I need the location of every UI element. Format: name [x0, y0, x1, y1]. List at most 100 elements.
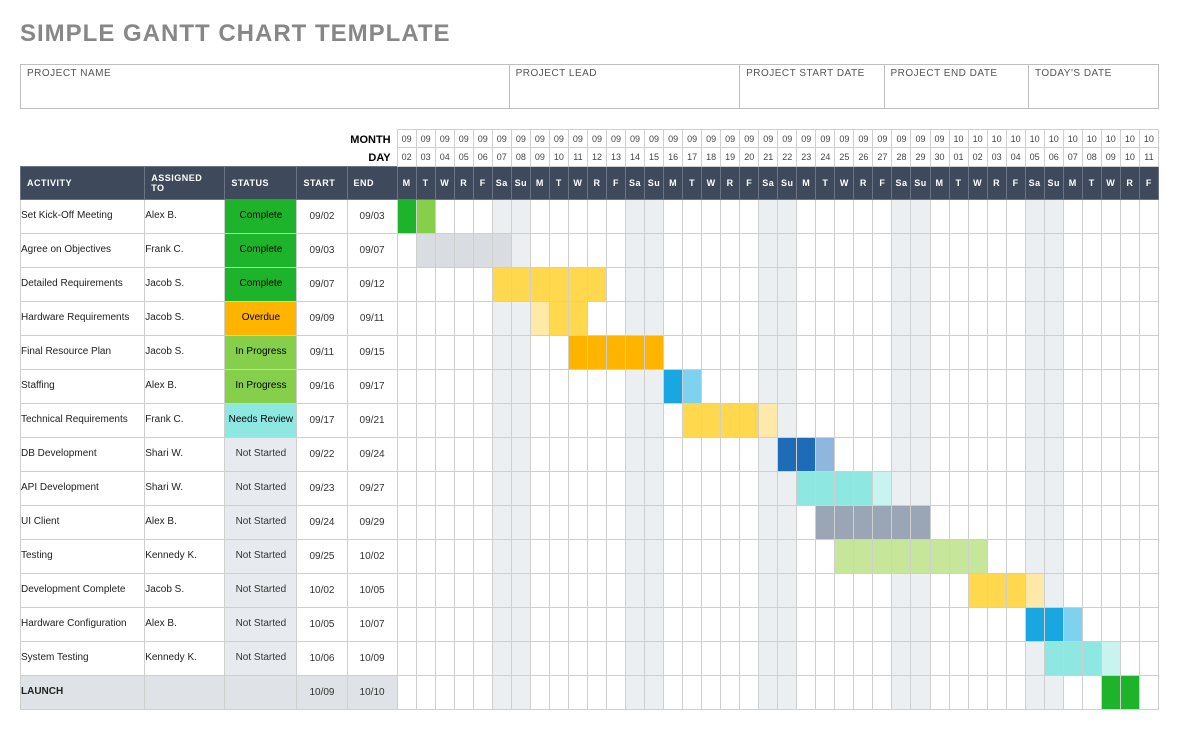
gantt-cell	[835, 471, 854, 505]
gantt-cell	[492, 301, 511, 335]
task-row: Hardware RequirementsJacob S.Overdue09/0…	[21, 301, 1159, 335]
gantt-cell	[740, 471, 759, 505]
gantt-cell	[987, 437, 1006, 471]
gantt-cell	[873, 641, 892, 675]
gantt-cell	[1082, 369, 1101, 403]
calendar-month-cell: 09	[873, 130, 892, 148]
gantt-cell	[454, 641, 473, 675]
calendar-day-cell: 05	[1025, 148, 1044, 167]
gantt-cell	[1101, 403, 1120, 437]
gantt-cell	[530, 199, 549, 233]
task-status: Not Started	[225, 607, 297, 641]
project-header-input[interactable]	[21, 82, 509, 108]
gantt-cell	[1082, 573, 1101, 607]
gantt-cell	[797, 539, 816, 573]
gantt-cell	[416, 335, 435, 369]
gantt-cell	[1139, 607, 1158, 641]
gantt-cell	[778, 233, 797, 267]
gantt-cell	[854, 641, 873, 675]
column-header-dow: F	[740, 166, 759, 199]
gantt-cell	[1006, 267, 1025, 301]
gantt-cell	[778, 301, 797, 335]
gantt-cell	[892, 199, 911, 233]
column-header-dow: Su	[778, 166, 797, 199]
column-header-assigned: ASSIGNED TO	[145, 166, 225, 199]
gantt-cell	[530, 335, 549, 369]
gantt-cell	[911, 539, 930, 573]
gantt-cell	[492, 641, 511, 675]
gantt-cell	[987, 641, 1006, 675]
gantt-cell	[702, 301, 721, 335]
column-header-dow: W	[568, 166, 587, 199]
gantt-cell	[416, 267, 435, 301]
calendar-day-cell: 30	[930, 148, 949, 167]
gantt-cell	[987, 607, 1006, 641]
gantt-cell	[740, 607, 759, 641]
project-header-input[interactable]	[1029, 82, 1158, 108]
gantt-cell	[873, 437, 892, 471]
gantt-cell	[549, 539, 568, 573]
task-assigned: Alex B.	[145, 369, 225, 403]
gantt-cell	[492, 607, 511, 641]
task-assigned: Jacob S.	[145, 573, 225, 607]
calendar-day-cell: 15	[645, 148, 664, 167]
gantt-cell	[816, 437, 835, 471]
gantt-cell	[949, 335, 968, 369]
gantt-cell	[816, 471, 835, 505]
gantt-cell	[778, 335, 797, 369]
column-header-dow: M	[930, 166, 949, 199]
gantt-cell	[1101, 369, 1120, 403]
gantt-cell	[435, 301, 454, 335]
gantt-cell	[968, 505, 987, 539]
column-header-dow: T	[816, 166, 835, 199]
gantt-cell	[473, 267, 492, 301]
gantt-cell	[626, 539, 645, 573]
gantt-cell	[511, 573, 530, 607]
calendar-month-row: MONTH09090909090909090909090909090909090…	[21, 130, 1159, 148]
gantt-cell	[664, 369, 683, 403]
project-header-input[interactable]	[510, 82, 739, 108]
gantt-cell	[454, 539, 473, 573]
gantt-cell	[797, 471, 816, 505]
project-header-input[interactable]	[885, 82, 1028, 108]
gantt-cell	[759, 471, 778, 505]
gantt-cell	[606, 471, 625, 505]
project-header-input[interactable]	[740, 82, 883, 108]
task-status: In Progress	[225, 335, 297, 369]
gantt-cell	[683, 403, 702, 437]
calendar-day-cell: 07	[1063, 148, 1082, 167]
task-row: TestingKennedy K.Not Started09/2510/02	[21, 539, 1159, 573]
task-row: Hardware ConfigurationAlex B.Not Started…	[21, 607, 1159, 641]
gantt-cell	[930, 573, 949, 607]
gantt-cell	[1063, 267, 1082, 301]
gantt-cell	[1082, 437, 1101, 471]
gantt-cell	[721, 437, 740, 471]
calendar-day-cell: 16	[664, 148, 683, 167]
gantt-cell	[835, 641, 854, 675]
gantt-cell	[530, 301, 549, 335]
calendar-day-cell: 11	[1139, 148, 1158, 167]
task-activity: Testing	[21, 539, 145, 573]
gantt-cell	[835, 267, 854, 301]
gantt-cell	[492, 403, 511, 437]
task-status: Complete	[225, 199, 297, 233]
gantt-cell	[626, 573, 645, 607]
gantt-cell	[587, 505, 606, 539]
gantt-cell	[397, 267, 416, 301]
task-row: UI ClientAlex B.Not Started09/2409/29	[21, 505, 1159, 539]
gantt-cell	[473, 301, 492, 335]
gantt-cell	[1044, 267, 1063, 301]
gantt-cell	[759, 573, 778, 607]
project-header-label: PROJECT NAME	[21, 65, 509, 82]
gantt-cell	[835, 301, 854, 335]
gantt-cell	[683, 437, 702, 471]
gantt-cell	[797, 573, 816, 607]
gantt-cell	[968, 301, 987, 335]
gantt-cell	[1139, 369, 1158, 403]
task-activity: Technical Requirements	[21, 403, 145, 437]
gantt-cell	[645, 199, 664, 233]
gantt-cell	[454, 471, 473, 505]
gantt-cell	[740, 505, 759, 539]
column-header-dow: M	[664, 166, 683, 199]
gantt-cell	[473, 199, 492, 233]
